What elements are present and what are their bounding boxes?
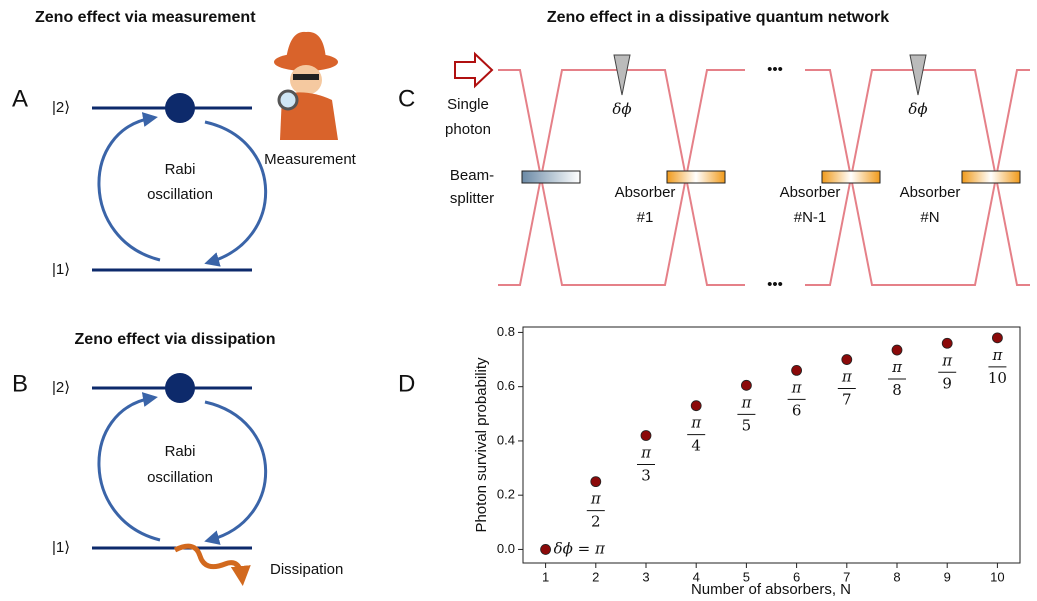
x-tick-label: 5 (743, 569, 750, 584)
absorber (666, 170, 726, 184)
observer-label: Measurement (264, 151, 357, 168)
absorber (821, 170, 881, 184)
component-label: #N-1 (794, 209, 827, 226)
absorber (961, 170, 1021, 184)
phase-label: δϕ (908, 100, 927, 118)
detective-icon (274, 31, 338, 140)
fraction-denominator: 9 (942, 374, 952, 392)
atom (165, 93, 195, 123)
data-point (941, 337, 953, 349)
x-tick-label: 1 (542, 569, 549, 584)
fraction-numerator: π (740, 393, 752, 411)
fraction-numerator: π (791, 378, 803, 396)
dissipation-arrow (173, 543, 251, 586)
x-tick-label: 6 (793, 569, 800, 584)
data-point (891, 344, 903, 356)
fraction-numerator: π (640, 444, 652, 462)
data-point (690, 400, 702, 412)
fraction-numerator: π (841, 368, 853, 386)
process-label: Rabi (165, 161, 196, 178)
x-axis-label: Number of absorbers, N (691, 581, 851, 598)
arrow (97, 112, 161, 262)
beamsplitter (521, 170, 581, 184)
panel-title: Zeno effect via measurement (35, 9, 256, 26)
fraction-numerator: π (590, 490, 602, 508)
fraction-denominator: 2 (591, 513, 601, 531)
process-label: oscillation (147, 186, 213, 203)
panel-title: Zeno effect in a dissipative quantum net… (547, 9, 889, 26)
component-label: Beam- (450, 167, 494, 184)
fraction-numerator: π (690, 414, 702, 432)
input-arrow (454, 51, 494, 89)
data-point (791, 365, 803, 376)
source-label: photon (445, 121, 491, 138)
point-label: δϕ = π (554, 539, 606, 557)
fraction-numerator: π (891, 358, 903, 376)
fraction-denominator: 5 (742, 416, 752, 434)
fraction-denominator: 4 (691, 437, 701, 455)
y-axis-label: Photon survival probability (473, 357, 490, 533)
arrow (204, 400, 268, 545)
panel-letter: D (398, 370, 415, 397)
fraction-denominator: 6 (792, 401, 802, 419)
component-label: Absorber (900, 184, 961, 201)
fraction-numerator: π (991, 346, 1003, 364)
atom (165, 373, 195, 403)
x-tick-label: 10 (990, 569, 1004, 584)
phase-shifter (909, 54, 927, 96)
level-label: |1⟩ (52, 261, 70, 278)
fraction-denominator: 3 (641, 467, 651, 485)
data-point (992, 332, 1003, 344)
process-label: Rabi (165, 443, 196, 460)
level-label: |1⟩ (52, 539, 70, 556)
loss-label: Dissipation (270, 561, 343, 578)
fraction-denominator: 8 (892, 381, 902, 399)
component-label: #1 (637, 209, 654, 226)
x-tick-label: 9 (944, 569, 951, 584)
x-tick-label: 7 (843, 569, 850, 584)
fraction-numerator: π (941, 351, 953, 369)
arrow (97, 392, 161, 542)
data-point (640, 430, 652, 441)
level-label: |2⟩ (52, 99, 70, 116)
x-tick-label: 8 (893, 569, 900, 584)
data-point (540, 544, 551, 555)
component-label: #N (920, 209, 939, 226)
y-tick-label: 0.2 (497, 487, 515, 502)
phase-label: δϕ (612, 100, 631, 118)
data-point (590, 476, 602, 488)
x-tick-label: 2 (592, 569, 599, 584)
y-tick-label: 0.8 (497, 324, 515, 339)
panel-letter: A (12, 85, 28, 112)
component-label: Absorber (615, 184, 676, 201)
fraction-denominator: 10 (988, 369, 1007, 387)
source-label: Single (447, 96, 489, 113)
fraction-denominator: 7 (842, 391, 852, 409)
y-tick-label: 0.6 (497, 378, 515, 393)
arrow (204, 120, 268, 267)
panel-letter: C (398, 85, 415, 112)
phase-shifter (613, 54, 631, 96)
x-tick-label: 3 (642, 569, 649, 584)
ellipsis: ••• (767, 61, 783, 78)
component-label: splitter (450, 190, 494, 207)
plot-frame (522, 326, 1021, 564)
ellipsis: ••• (767, 276, 783, 293)
panel-title: Zeno effect via dissipation (75, 331, 276, 348)
x-tick-label: 4 (693, 569, 700, 584)
data-point (841, 354, 853, 365)
y-tick-label: 0.0 (497, 541, 515, 556)
process-label: oscillation (147, 469, 213, 486)
component-label: Absorber (780, 184, 841, 201)
level-label: |2⟩ (52, 379, 70, 396)
y-tick-label: 0.4 (497, 432, 515, 447)
data-point (740, 379, 752, 391)
panel-letter: B (12, 370, 28, 397)
